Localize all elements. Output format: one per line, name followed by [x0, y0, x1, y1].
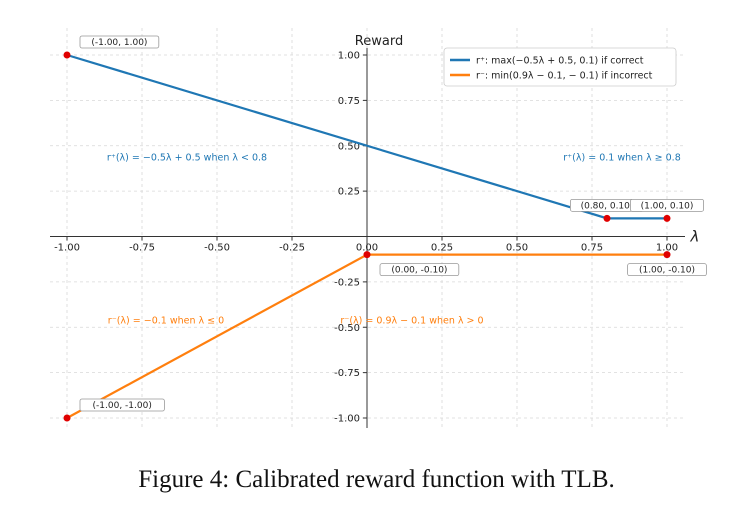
point-label-text: (1.00, -0.10): [639, 266, 695, 276]
data-point-marker: [603, 214, 611, 222]
x-axis-title: λ: [690, 228, 700, 246]
x-tick-label: 0.25: [431, 243, 453, 254]
data-markers: (-1.00, 1.00) (0.80, 0.10) (1.00, 0.10) (0.…: [63, 35, 707, 422]
point-label-text: (1.00, 0.10): [641, 201, 694, 211]
data-point-marker: [663, 251, 671, 259]
reward-chart: -1.00 -0.75 -0.50 -0.25 0.00 0.25 0.50 0.75 1.00…: [50, 28, 707, 430]
axes: -1.00 -0.75 -0.50 -0.25 0.00 0.25 0.50 0.75 1.00…: [50, 34, 699, 428]
point-label-text: (0.00, -0.10): [391, 266, 447, 276]
y-tick-label: 0.25: [338, 187, 360, 198]
point-label-text: (-1.00, -1.00): [93, 401, 152, 411]
formula-annotation: r⁺(λ) = −0.5λ + 0.5 when λ < 0.8: [107, 152, 267, 163]
legend-label: r⁺: max(−0.5λ + 0.5, 0.1) if correct: [476, 56, 644, 67]
x-tick-label: 0.00: [356, 243, 378, 254]
x-tick-label: -0.50: [204, 243, 230, 254]
y-tick-label: 0.75: [338, 96, 360, 107]
y-axis-title: Reward: [355, 34, 403, 49]
y-tick-label: 0.50: [338, 141, 360, 152]
data-point-marker: [63, 51, 71, 59]
legend: r⁺: max(−0.5λ + 0.5, 0.1) if correct r⁻: …: [443, 47, 677, 87]
point-label-box: [630, 198, 705, 212]
x-tick-label: 0.50: [506, 243, 528, 254]
x-tick-label: -0.75: [129, 243, 155, 254]
y-tick-label: -0.50: [334, 323, 360, 334]
y-tick-label: -0.25: [334, 277, 360, 288]
x-tick-label: 0.75: [581, 243, 603, 254]
legend-label: r⁻: min(0.9λ − 0.1, − 0.1) if incorrect: [476, 71, 653, 82]
point-label: (-1.00, -1.00): [79, 398, 165, 412]
x-tick-label: 1.00: [656, 243, 678, 254]
y-tick-label: -0.75: [334, 368, 360, 379]
x-tick-label: -1.00: [54, 243, 80, 254]
data-point-marker: [63, 414, 71, 422]
point-label-box: [79, 398, 165, 412]
point-label-box: [627, 263, 707, 277]
x-tick-label: -0.25: [279, 243, 305, 254]
point-label-box: [79, 35, 160, 49]
figure-caption: Figure 4: Calibrated reward function wit…: [138, 466, 615, 493]
point-label: (0.00, -0.10): [379, 263, 460, 277]
legend-box: [443, 47, 677, 87]
y-tick-label: -1.00: [334, 414, 360, 425]
labels: r⁺(λ) = −0.5λ + 0.5 when λ < 0.8 r⁺(λ) = …: [107, 152, 681, 326]
point-label: (-1.00, 1.00): [79, 35, 160, 49]
data-point-marker: [663, 214, 671, 222]
y-tick-label: 1.00: [338, 51, 360, 62]
formula-annotation: r⁺(λ) = 0.1 when λ ≥ 0.8: [563, 152, 681, 163]
point-label-text: (-1.00, 1.00): [91, 38, 147, 48]
formula-annotation: r⁻(λ) = −0.1 when λ ≤ 0: [108, 316, 224, 327]
point-label: (1.00, -0.10): [627, 263, 707, 277]
data-point-marker: [363, 251, 371, 259]
point-label-box: [379, 263, 460, 277]
point-label: (1.00, 0.10): [630, 198, 705, 212]
formula-annotation: r⁻(λ) = 0.9λ − 0.1 when λ > 0: [340, 316, 483, 327]
point-label-text: (0.80, 0.10): [581, 201, 634, 211]
